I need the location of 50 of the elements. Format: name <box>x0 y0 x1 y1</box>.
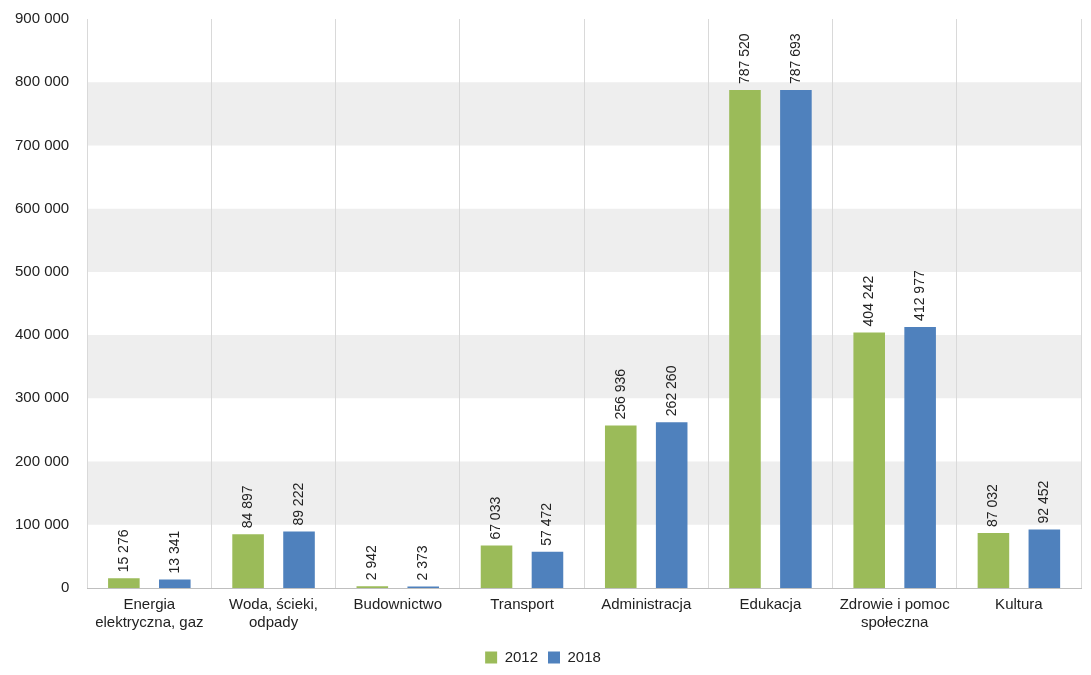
x-tick-label: Edukacja <box>739 595 802 613</box>
y-tick-label: 500 000 <box>14 262 70 280</box>
data-label: 256 936 <box>611 368 628 420</box>
data-label: 87 032 <box>984 483 1001 527</box>
y-tick-label: 400 000 <box>14 325 70 343</box>
x-tick-label: Woda, ścieki, odpady <box>229 595 319 631</box>
y-tick-label: 600 000 <box>14 198 70 216</box>
data-label: 2 373 <box>414 545 431 581</box>
data-label: 262 260 <box>662 365 679 417</box>
data-label: 67 033 <box>487 496 504 540</box>
bar <box>108 578 140 588</box>
bar <box>531 551 564 588</box>
y-tick-label: 800 000 <box>14 72 70 90</box>
bar <box>729 90 761 588</box>
bar <box>655 422 688 588</box>
data-label: 92 452 <box>1035 480 1052 524</box>
y-tick-label: 900 000 <box>14 9 70 27</box>
data-label: 15 276 <box>114 529 131 573</box>
x-tick-label: Kultura <box>995 595 1044 613</box>
data-label: 57 472 <box>538 502 555 546</box>
x-tick-label: Transport <box>490 595 555 613</box>
y-tick-label: 200 000 <box>14 451 70 469</box>
y-tick-label: 700 000 <box>14 135 70 153</box>
x-tick-label: Administracja <box>601 595 692 613</box>
y-tick-label: 0 <box>60 578 70 596</box>
bar <box>780 90 812 588</box>
data-label: 787 520 <box>735 33 752 85</box>
data-label: 412 977 <box>910 270 927 321</box>
x-tick-label: Zdrowie i pomoc społeczna <box>839 595 951 631</box>
data-label: 89 222 <box>289 482 306 526</box>
data-label: 2 942 <box>363 544 380 581</box>
data-label: 787 693 <box>786 33 803 84</box>
data-label: 404 242 <box>860 275 877 327</box>
bar <box>853 332 885 588</box>
bar <box>159 579 191 588</box>
bar <box>604 425 637 588</box>
bar <box>904 326 936 588</box>
x-tick-label: Energia elektryczna, gaz <box>95 595 204 631</box>
y-tick-label: 300 000 <box>14 388 70 406</box>
legend-label: 2018 <box>567 647 601 665</box>
bar <box>1028 529 1061 588</box>
data-label: 84 897 <box>238 485 255 529</box>
x-tick-label: Budownictwo <box>353 595 442 613</box>
bar <box>283 531 315 588</box>
legend-label: 2012 <box>504 647 539 665</box>
bar <box>977 532 1010 588</box>
bar <box>232 534 264 588</box>
y-tick-label: 100 000 <box>14 514 70 532</box>
data-label: 13 341 <box>165 530 182 574</box>
bar <box>480 545 513 588</box>
